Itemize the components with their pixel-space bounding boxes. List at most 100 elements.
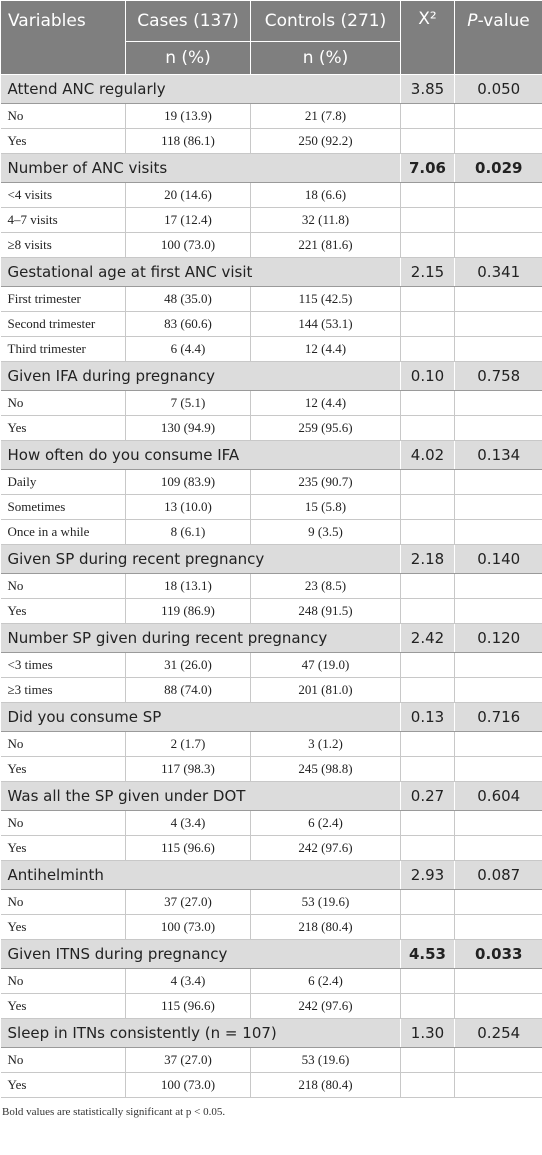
group-label: Did you consume SP — [0, 702, 401, 732]
group-label: Given SP during recent pregnancy — [0, 544, 401, 574]
p-value: 0.087 — [454, 860, 542, 890]
header-cell: n (%) — [125, 41, 251, 75]
cases-value: 115 (96.6) — [125, 993, 251, 1019]
empty-cell — [454, 756, 542, 782]
item-row: No 18 (13.1) 23 (8.5) — [0, 573, 542, 599]
cases-value: 20 (14.6) — [125, 182, 251, 208]
empty-cell — [454, 810, 542, 836]
item-row: Daily 109 (83.9) 235 (90.7) — [0, 469, 542, 495]
p-value: 0.050 — [454, 74, 542, 104]
p-value: 0.716 — [454, 702, 542, 732]
empty-cell — [454, 415, 542, 441]
cases-value: 6 (4.4) — [125, 336, 251, 362]
controls-value: 245 (98.8) — [250, 756, 401, 782]
controls-value: 53 (19.6) — [250, 889, 401, 915]
item-row: First trimester 48 (35.0) 115 (42.5) — [0, 286, 542, 312]
empty-cell — [454, 835, 542, 861]
empty-cell — [454, 103, 542, 129]
item-row: No 4 (3.4) 6 (2.4) — [0, 968, 542, 994]
empty-cell — [400, 810, 455, 836]
controls-value: 259 (95.6) — [250, 415, 401, 441]
controls-value: 6 (2.4) — [250, 968, 401, 994]
controls-value: 201 (81.0) — [250, 677, 401, 703]
item-label: Yes — [0, 415, 126, 441]
empty-cell — [400, 390, 455, 416]
empty-cell — [400, 519, 455, 545]
item-label: Yes — [0, 756, 126, 782]
cases-value: 100 (73.0) — [125, 1072, 251, 1098]
empty-cell — [454, 968, 542, 994]
item-row: No 37 (27.0) 53 (19.6) — [0, 889, 542, 915]
empty-cell — [400, 573, 455, 599]
empty-cell — [454, 731, 542, 757]
empty-cell — [400, 103, 455, 129]
item-row: No 19 (13.9) 21 (7.8) — [0, 103, 542, 129]
empty-cell — [454, 1047, 542, 1073]
group-row: Was all the SP given under DOT 0.27 0.604 — [0, 781, 542, 811]
empty-cell — [454, 889, 542, 915]
p-value: 0.254 — [454, 1018, 542, 1048]
cases-value: 130 (94.9) — [125, 415, 251, 441]
group-row: Given SP during recent pregnancy 2.18 0.14… — [0, 544, 542, 574]
item-label: First trimester — [0, 286, 126, 312]
item-row: <4 visits 20 (14.6) 18 (6.6) — [0, 182, 542, 208]
empty-cell — [400, 1047, 455, 1073]
group-row: Given IFA during pregnancy 0.10 0.758 — [0, 361, 542, 391]
p-value: 0.134 — [454, 440, 542, 470]
controls-value: 144 (53.1) — [250, 311, 401, 337]
group-row: Antihelminth 2.93 0.087 — [0, 860, 542, 890]
empty-cell — [400, 993, 455, 1019]
p-value: 0.033 — [454, 939, 542, 969]
empty-cell — [400, 598, 455, 624]
header-row: Variables Cases (137) Controls (271) X² … — [0, 0, 542, 75]
empty-cell — [454, 652, 542, 678]
empty-cell — [454, 311, 542, 337]
empty-cell — [400, 128, 455, 154]
header-cell: Variables — [0, 0, 126, 75]
controls-value: 218 (80.4) — [250, 914, 401, 940]
header-cell: Controls (271) — [250, 0, 401, 42]
cases-value: 37 (27.0) — [125, 1047, 251, 1073]
item-label: Yes — [0, 598, 126, 624]
item-row: Yes 100 (73.0) 218 (80.4) — [0, 914, 542, 940]
group-row: How often do you consume IFA 4.02 0.134 — [0, 440, 542, 470]
cases-value: 119 (86.9) — [125, 598, 251, 624]
item-row: No 2 (1.7) 3 (1.2) — [0, 731, 542, 757]
item-label: ≥3 times — [0, 677, 126, 703]
item-row: Yes 115 (96.6) 242 (97.6) — [0, 993, 542, 1019]
item-label: No — [0, 390, 126, 416]
empty-cell — [454, 390, 542, 416]
item-label: Yes — [0, 835, 126, 861]
cases-value: 17 (12.4) — [125, 207, 251, 233]
chi2-value: 7.06 — [400, 153, 455, 183]
p-value: 0.029 — [454, 153, 542, 183]
item-label: Once in a while — [0, 519, 126, 545]
cases-value: 31 (26.0) — [125, 652, 251, 678]
empty-cell — [400, 232, 455, 258]
empty-cell — [454, 286, 542, 312]
controls-value: 250 (92.2) — [250, 128, 401, 154]
item-row: Third trimester 6 (4.4) 12 (4.4) — [0, 336, 542, 362]
group-label: Given ITNS during pregnancy — [0, 939, 401, 969]
cases-value: 100 (73.0) — [125, 914, 251, 940]
empty-cell — [454, 519, 542, 545]
item-row: No 37 (27.0) 53 (19.6) — [0, 1047, 542, 1073]
empty-cell — [400, 494, 455, 520]
item-row: Yes 118 (86.1) 250 (92.2) — [0, 128, 542, 154]
controls-value: 12 (4.4) — [250, 336, 401, 362]
cases-value: 7 (5.1) — [125, 390, 251, 416]
group-row: Gestational age at first ANC visit 2.15 0.… — [0, 257, 542, 287]
cases-value: 100 (73.0) — [125, 232, 251, 258]
item-row: <3 times 31 (26.0) 47 (19.0) — [0, 652, 542, 678]
empty-cell — [454, 914, 542, 940]
cases-value: 4 (3.4) — [125, 968, 251, 994]
controls-value: 242 (97.6) — [250, 993, 401, 1019]
item-row: Yes 130 (94.9) 259 (95.6) — [0, 415, 542, 441]
controls-value: 218 (80.4) — [250, 1072, 401, 1098]
data-table: Variables Cases (137) Controls (271) X² … — [0, 0, 542, 1098]
cases-value: 37 (27.0) — [125, 889, 251, 915]
controls-value: 12 (4.4) — [250, 390, 401, 416]
cases-value: 117 (98.3) — [125, 756, 251, 782]
item-row: Yes 117 (98.3) 245 (98.8) — [0, 756, 542, 782]
